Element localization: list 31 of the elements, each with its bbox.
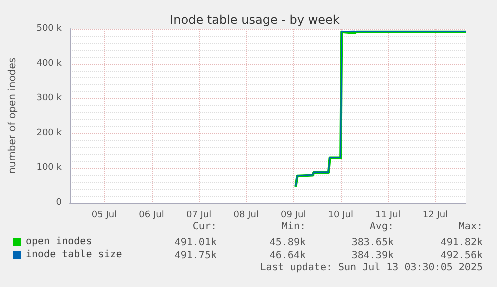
text: Min: [282, 222, 306, 232]
text: 491.75k [174, 250, 217, 262]
text: Max: [458, 222, 483, 232]
y-tick-label: 500 k [36, 24, 63, 34]
legend-label: inode table size [26, 250, 122, 260]
x-tick-label: 11 Jul [376, 210, 401, 220]
text: 384.39k [352, 250, 394, 262]
legend-label: open inodes [26, 236, 92, 248]
text: Avg: [370, 222, 394, 232]
text: Last update: Sun Jul 13 03:30:05 2025 [260, 262, 483, 274]
text: 492.56k [440, 250, 483, 262]
x-tick-label: 10 Jul [328, 210, 354, 220]
y-tick-label: 400 k [36, 58, 63, 69]
y-tick-label: 100 k [36, 163, 63, 174]
x-tick-label: 07 Jul [186, 210, 212, 220]
text: 46.64k [270, 250, 306, 262]
x-tick-label: 06 Jul [139, 210, 164, 220]
y-axis-title: number of open inodes [8, 58, 18, 174]
x-tick-label: 08 Jul [234, 210, 259, 220]
x-tick-label: 09 Jul [281, 210, 306, 220]
y-tick-label: 300 k [36, 94, 63, 104]
text: 383.65k [352, 238, 394, 248]
y-tick-label: 0 [56, 198, 62, 208]
text: 45.89k [270, 238, 306, 248]
chart-title: Inode table usage - by week [170, 13, 340, 27]
x-tick-label: 05 Jul [92, 210, 118, 220]
text: 491.82k [440, 238, 483, 248]
text: 491.01k [174, 238, 217, 248]
y-tick-label: 200 k [36, 128, 63, 138]
x-tick-label: 12 Jul [422, 210, 448, 220]
text: Cur: [192, 222, 217, 232]
